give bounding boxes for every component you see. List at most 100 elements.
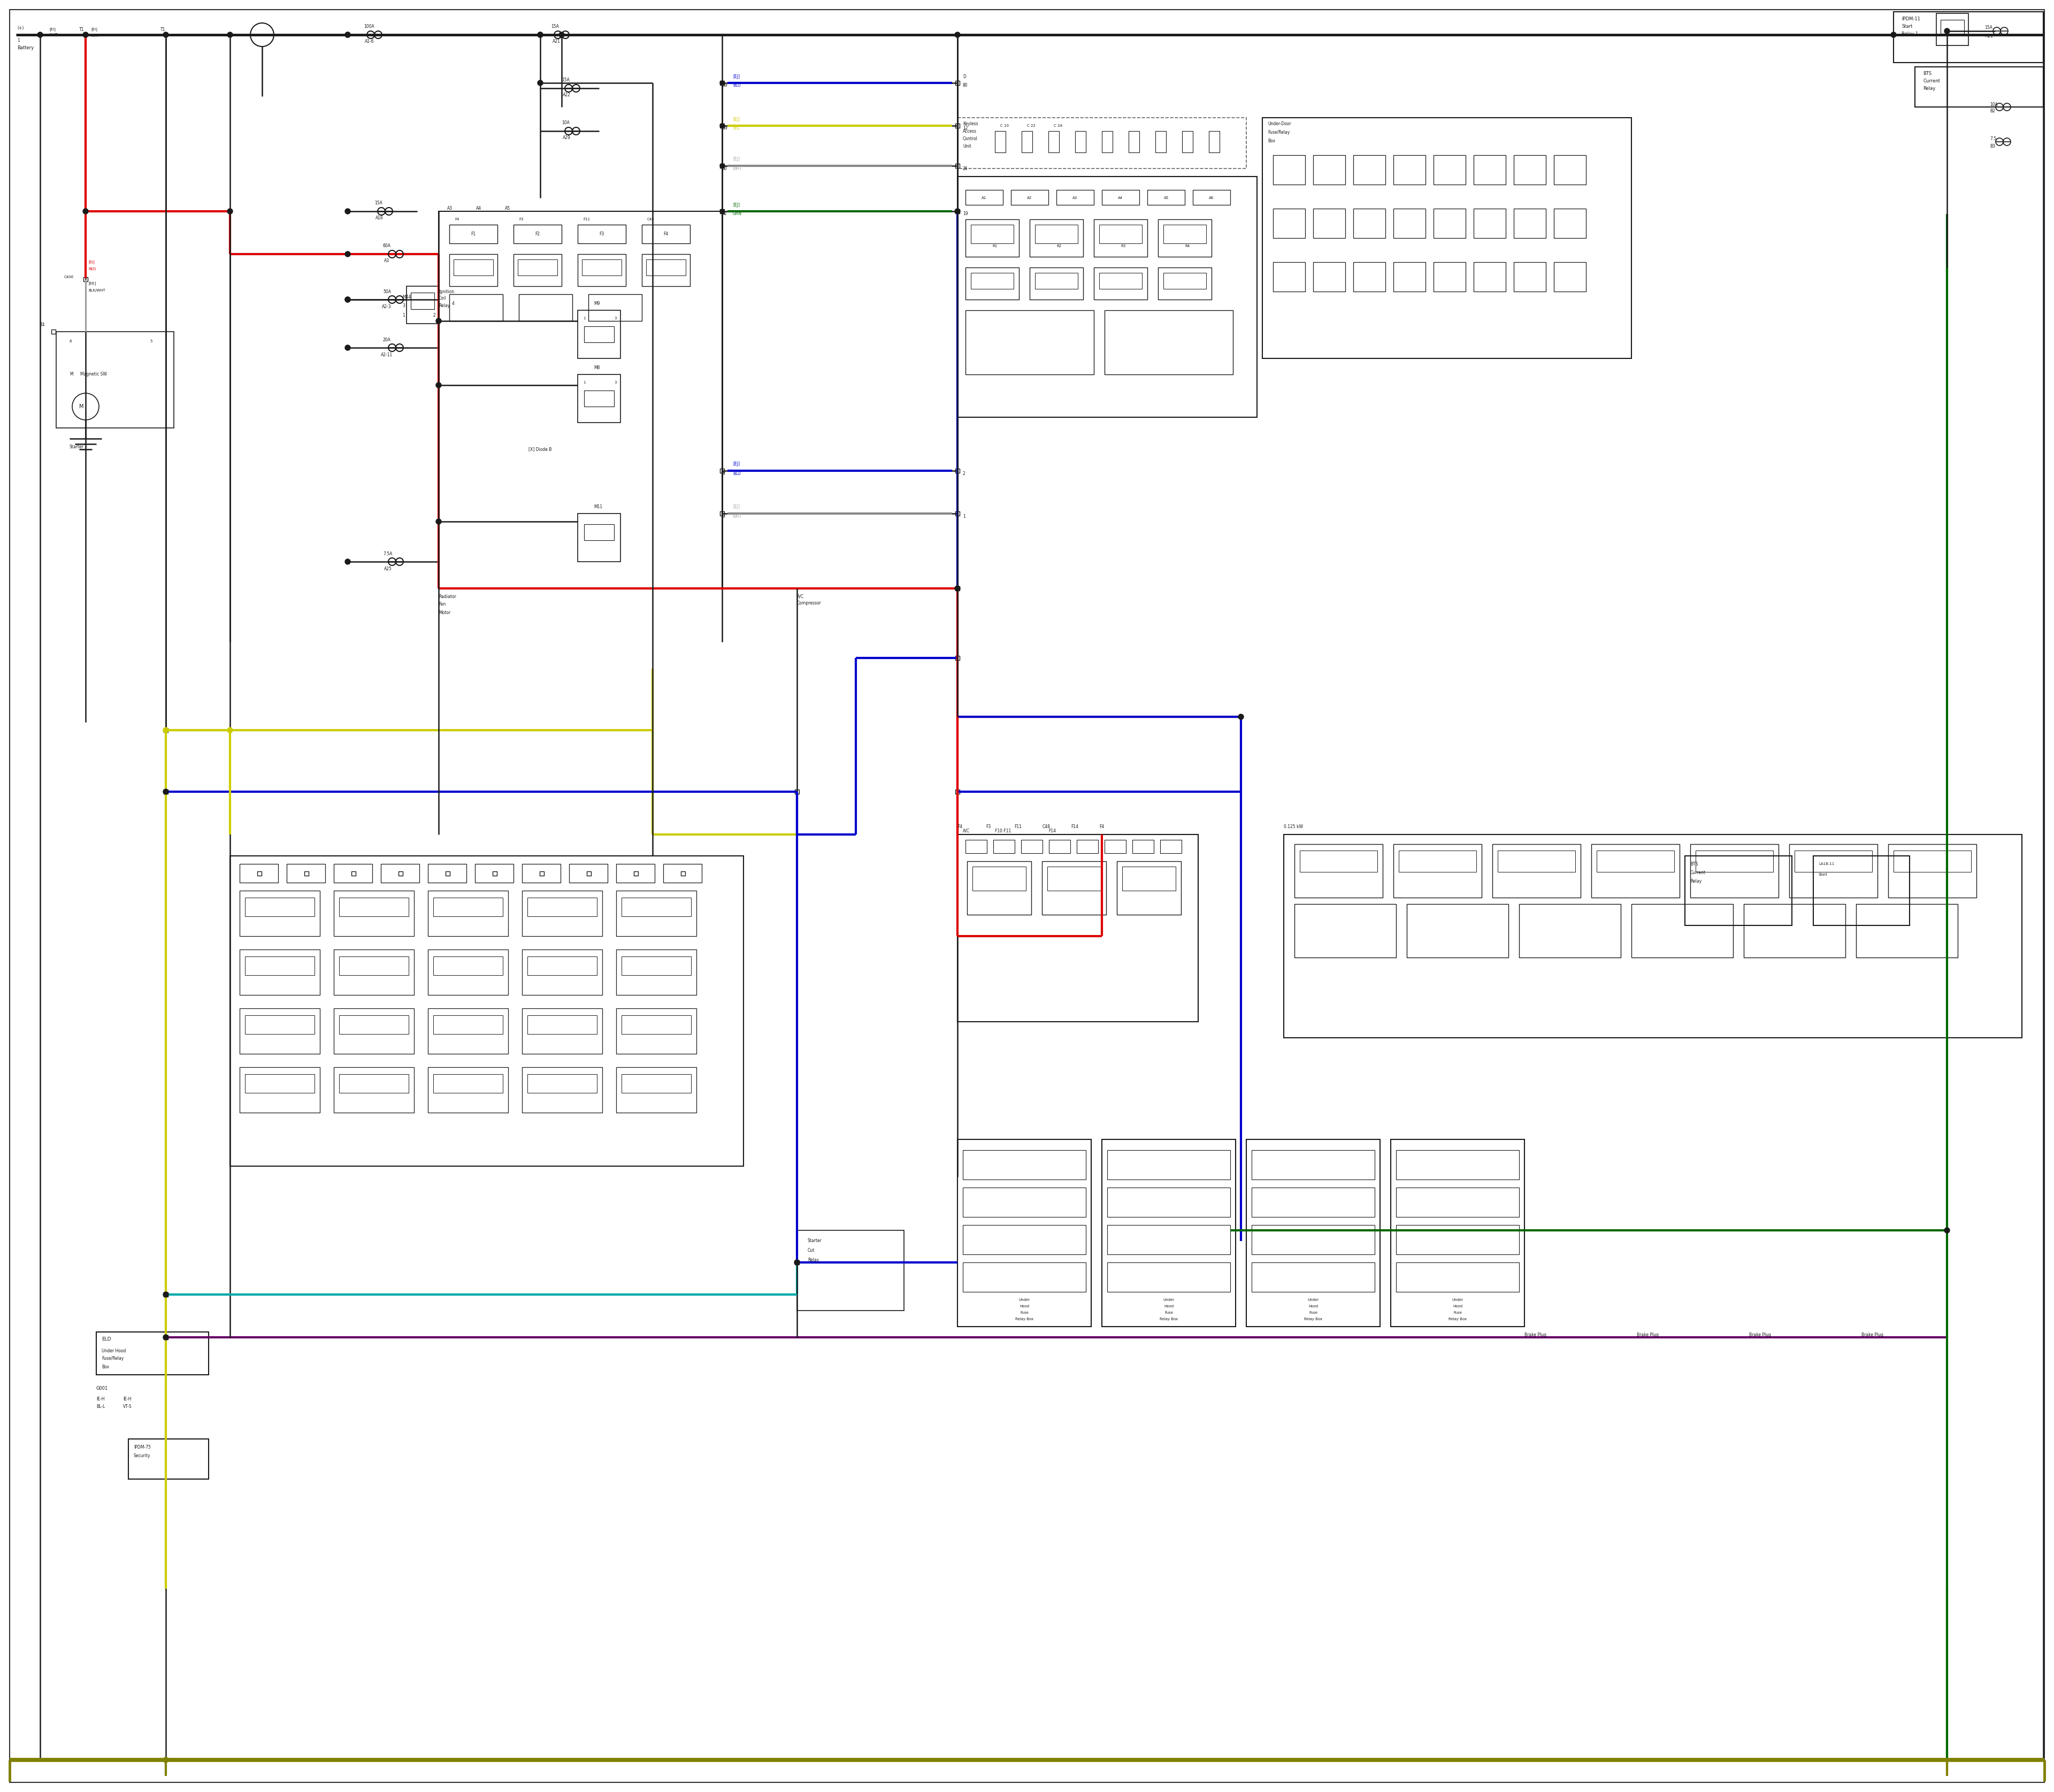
Bar xyxy=(967,862,1031,914)
Text: A2-3: A2-3 xyxy=(382,305,392,308)
Text: Control: Control xyxy=(963,136,978,142)
Text: Radiator: Radiator xyxy=(440,593,456,599)
Bar xyxy=(333,950,415,995)
Text: A21: A21 xyxy=(553,39,561,45)
Bar xyxy=(407,287,440,324)
Bar xyxy=(84,278,88,281)
Text: Relay Box: Relay Box xyxy=(1161,1317,1177,1321)
Circle shape xyxy=(721,81,725,84)
Circle shape xyxy=(721,163,725,168)
Bar xyxy=(1247,1140,1380,1326)
Text: B2: B2 xyxy=(1990,109,1994,113)
Text: C48: C48 xyxy=(1043,824,1050,830)
Bar xyxy=(1163,272,1206,289)
Bar xyxy=(1263,118,1631,358)
Text: 100A: 100A xyxy=(364,25,374,29)
Text: A6: A6 xyxy=(1210,197,1214,199)
Bar xyxy=(955,511,959,516)
Text: F3: F3 xyxy=(600,231,604,237)
Text: B3: B3 xyxy=(1990,143,1994,149)
Text: 42: 42 xyxy=(723,211,727,217)
Text: F4: F4 xyxy=(957,824,963,830)
Bar xyxy=(1894,13,2044,63)
Text: Brake Plug: Brake Plug xyxy=(1750,1331,1771,1337)
Bar xyxy=(616,950,696,995)
Text: Under-Door: Under-Door xyxy=(1267,122,1292,127)
Bar xyxy=(55,332,175,428)
Bar xyxy=(622,1073,690,1093)
Text: Brake Plug: Brake Plug xyxy=(1524,1331,1547,1337)
Bar xyxy=(333,864,372,883)
Bar xyxy=(1795,851,1871,873)
Bar xyxy=(1076,840,1099,853)
Text: IE-H: IE-H xyxy=(97,1396,105,1401)
Bar xyxy=(616,1009,696,1054)
Text: Fuse: Fuse xyxy=(1308,1312,1317,1314)
Circle shape xyxy=(1945,1228,1949,1233)
Bar xyxy=(1690,844,1779,898)
Circle shape xyxy=(955,586,959,591)
Bar xyxy=(1095,267,1148,299)
Text: 4: 4 xyxy=(452,301,454,306)
Text: C48: C48 xyxy=(647,217,655,220)
Text: Cut: Cut xyxy=(807,1249,815,1253)
Bar xyxy=(514,254,561,287)
Bar xyxy=(51,330,55,333)
Bar xyxy=(1210,131,1220,152)
Text: 0.125 kW: 0.125 kW xyxy=(1284,824,1302,830)
Bar xyxy=(1284,835,2021,1038)
Text: Box: Box xyxy=(101,1364,109,1369)
Text: G001: G001 xyxy=(97,1385,109,1391)
Text: Compressor: Compressor xyxy=(797,600,822,606)
Bar xyxy=(240,864,277,883)
Text: 1: 1 xyxy=(16,38,21,43)
Bar xyxy=(622,957,690,975)
Bar xyxy=(339,1073,409,1093)
Text: Start: Start xyxy=(1902,25,1912,29)
Bar xyxy=(965,840,986,853)
Text: 1: 1 xyxy=(403,314,405,317)
Bar xyxy=(1894,851,1972,873)
Bar xyxy=(577,375,620,423)
Text: Relay: Relay xyxy=(1923,86,1935,91)
Text: 15A: 15A xyxy=(1984,25,1992,30)
Bar xyxy=(411,292,433,310)
Circle shape xyxy=(721,210,725,213)
Bar xyxy=(1555,156,1586,185)
Bar xyxy=(581,260,622,276)
Bar xyxy=(1514,156,1547,185)
Bar xyxy=(1251,1150,1374,1179)
Text: F11: F11 xyxy=(583,217,589,220)
Bar xyxy=(1434,262,1467,292)
Bar xyxy=(164,1335,168,1339)
Text: BTS: BTS xyxy=(1690,862,1699,866)
Text: 3: 3 xyxy=(723,514,725,518)
Text: [EJ]: [EJ] xyxy=(733,73,739,79)
Text: [X] Diode B: [X] Diode B xyxy=(528,446,553,452)
Bar xyxy=(577,310,620,358)
Text: Keyless: Keyless xyxy=(963,122,978,127)
Text: A1-6: A1-6 xyxy=(366,39,374,45)
Bar xyxy=(1183,131,1193,152)
Bar xyxy=(955,656,959,659)
Bar xyxy=(1313,262,1345,292)
Bar xyxy=(721,124,725,127)
Circle shape xyxy=(345,32,351,38)
Bar xyxy=(446,871,450,876)
Bar xyxy=(1937,13,1968,45)
Text: F14: F14 xyxy=(1070,824,1078,830)
Bar xyxy=(1251,1262,1374,1292)
Bar xyxy=(522,1009,602,1054)
Bar xyxy=(972,224,1013,244)
Bar xyxy=(1941,20,1964,34)
Text: 50A: 50A xyxy=(382,289,390,294)
Bar xyxy=(522,891,602,935)
Bar xyxy=(1684,857,1791,925)
Bar xyxy=(721,210,725,213)
Text: Relay: Relay xyxy=(807,1258,820,1263)
Bar xyxy=(957,835,1197,1021)
Bar xyxy=(1107,1226,1230,1254)
Text: Motor: Motor xyxy=(440,609,450,615)
Text: Relay Box: Relay Box xyxy=(1304,1317,1323,1321)
Bar xyxy=(433,898,503,916)
